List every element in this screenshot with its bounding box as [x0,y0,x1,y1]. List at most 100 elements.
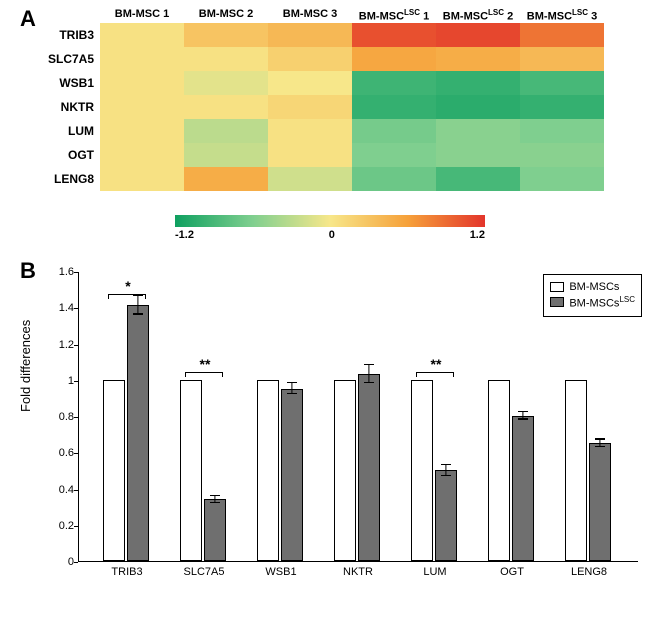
heatmap-cell [268,119,352,143]
y-tick-label: 1 [58,375,74,387]
heatmap-cell [268,167,352,191]
error-cap [441,464,451,465]
significance-tick [453,372,454,377]
significance-label: ** [418,356,454,372]
bar [435,470,457,561]
significance-tick [185,372,186,377]
heatmap-cell [436,23,520,47]
heatmap-col-header: BM-MSCLSC 2 [436,8,520,23]
heatmap-row-header: LUM [30,124,100,138]
heatmap-cell [268,71,352,95]
x-tick-label: OGT [472,566,552,578]
y-tick-mark [74,308,78,309]
significance-tick [108,294,109,299]
x-tick-label: TRIB3 [87,566,167,578]
significance-tick [222,372,223,377]
significance-label: * [110,278,146,294]
colorbar-labels: -1.2 0 1.2 [175,229,485,241]
heatmap-cell [352,119,436,143]
bar [589,443,611,561]
heatmap-row: SLC7A5 [30,47,630,71]
heatmap-cell [184,143,268,167]
bar [257,380,279,561]
heatmap-cell [520,47,604,71]
bar [281,389,303,561]
heatmap-row: OGT [30,143,630,167]
y-tick-mark [74,417,78,418]
heatmap-cell [352,167,436,191]
heatmap-cell [100,143,184,167]
bar [204,499,226,561]
bar [103,380,125,561]
heatmap-cell [100,47,184,71]
heatmap-row: WSB1 [30,71,630,95]
bar [334,380,356,561]
legend-item-bmmsc: BM-MSCs [550,281,635,293]
heatmap-cell [520,167,604,191]
bar [565,380,587,561]
heatmap-cell [520,119,604,143]
bar [488,380,510,561]
heatmap-row-header: SLC7A5 [30,52,100,66]
heatmap-cell [436,119,520,143]
heatmap-cell [520,71,604,95]
error-cap [133,295,143,296]
heatmap-cell [100,167,184,191]
heatmap-row-header: TRIB3 [30,28,100,42]
colorbar-min: -1.2 [175,229,194,241]
y-tick-label: 0.2 [58,520,74,532]
error-cap [364,382,374,383]
heatmap-col-header: BM-MSCLSC 1 [352,8,436,23]
heatmap-cell [436,95,520,119]
x-tick-label: LENG8 [549,566,629,578]
error-cap [210,502,220,503]
y-tick-label: 0 [58,556,74,568]
heatmap-cell [268,143,352,167]
y-tick-mark [74,562,78,563]
heatmap-row: TRIB3 [30,23,630,47]
heatmap-cell [352,71,436,95]
significance-bar [416,372,454,373]
heatmap-cell [268,47,352,71]
legend-swatch-gray [550,297,564,307]
error-cap [441,475,451,476]
heatmap-cell [352,23,436,47]
error-bar [368,365,369,383]
heatmap-cell [184,23,268,47]
error-cap [133,313,143,314]
heatmap-col-header: BM-MSC 1 [100,8,184,23]
y-tick-mark [74,490,78,491]
y-tick-label: 1.4 [58,302,74,314]
bar [358,374,380,561]
legend-label-bmmsc-lsc: BM-MSCsLSC [569,295,635,310]
legend: BM-MSCs BM-MSCsLSC [543,274,642,317]
heatmap-cell [100,71,184,95]
heatmap-column-headers: BM-MSC 1BM-MSC 2BM-MSC 3BM-MSCLSC 1BM-MS… [100,8,630,23]
x-tick-label: SLC7A5 [164,566,244,578]
bar [180,380,202,561]
heatmap: BM-MSC 1BM-MSC 2BM-MSC 3BM-MSCLSC 1BM-MS… [30,8,630,191]
legend-label-bmmsc: BM-MSCs [569,281,619,293]
bar-chart: Fold differences ***** BM-MSCs BM-MSCsLS… [18,262,648,612]
error-cap [518,418,528,419]
heatmap-cell [436,47,520,71]
x-tick-label: LUM [395,566,475,578]
y-tick-mark [74,381,78,382]
error-cap [287,393,297,394]
significance-label: ** [187,356,223,372]
y-tick-mark [74,345,78,346]
heatmap-row-header: WSB1 [30,76,100,90]
heatmap-col-header: BM-MSCLSC 3 [520,8,604,23]
heatmap-cell [100,95,184,119]
heatmap-cell [184,119,268,143]
y-tick-mark [74,272,78,273]
bar [512,416,534,561]
y-tick-label: 0.8 [58,411,74,423]
heatmap-cell [352,47,436,71]
error-cap [287,382,297,383]
y-tick-label: 1.2 [58,339,74,351]
error-cap [364,364,374,365]
bar [411,380,433,561]
error-cap [210,495,220,496]
error-cap [518,411,528,412]
